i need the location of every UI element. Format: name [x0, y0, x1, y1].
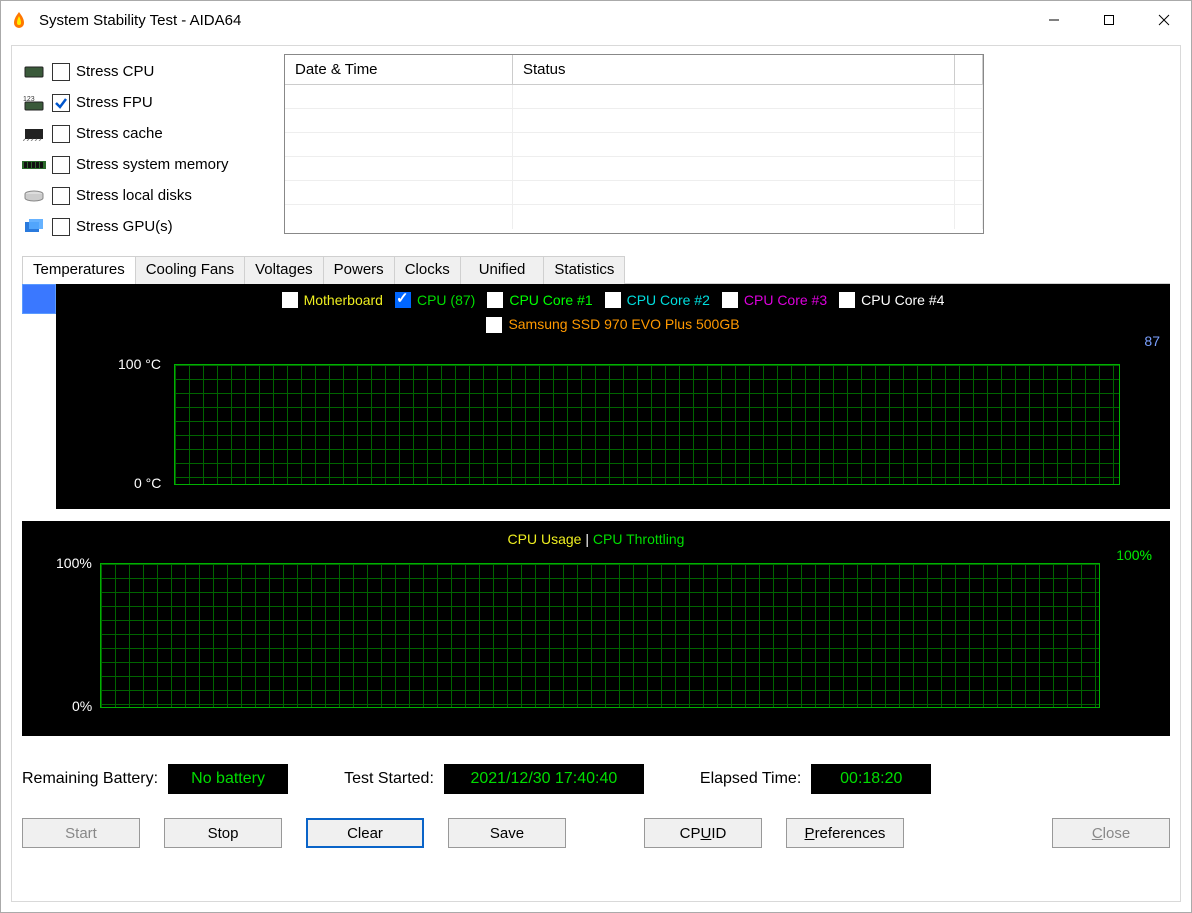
titlebar: System Stability Test - AIDA64: [1, 1, 1191, 39]
table-row: [285, 157, 983, 181]
stress-mem-checkbox[interactable]: [52, 156, 70, 174]
usage-rbot: 0%: [1132, 547, 1152, 563]
stress-mem-label: Stress system memory: [76, 156, 229, 173]
top-area: Stress CPU 123 Stress FPU Stress cache S…: [22, 54, 1170, 242]
app-icon: [9, 10, 29, 30]
battery-label: Remaining Battery:: [22, 770, 158, 788]
stress-mem-row: Stress system memory: [22, 149, 272, 180]
battery-value: No battery: [168, 764, 288, 794]
tab-temperatures[interactable]: Temperatures: [22, 256, 136, 284]
legend-core3[interactable]: CPU Core #3: [722, 292, 827, 308]
window-title: System Stability Test - AIDA64: [39, 12, 241, 29]
legend-motherboard[interactable]: Motherboard: [282, 292, 383, 308]
stress-cpu-label: Stress CPU: [76, 63, 154, 80]
start-button[interactable]: Start: [22, 818, 140, 848]
usage-ytop: 100%: [56, 555, 92, 571]
stress-cpu-checkbox[interactable]: [52, 63, 70, 81]
col-status-header[interactable]: Status: [513, 55, 955, 85]
usage-ybot: 0%: [72, 698, 92, 714]
stress-options: Stress CPU 123 Stress FPU Stress cache S…: [22, 54, 272, 242]
stress-cache-label: Stress cache: [76, 125, 163, 142]
minimize-button[interactable]: [1026, 1, 1081, 39]
sensor-selector-strip[interactable]: [22, 284, 56, 509]
preferences-button[interactable]: Preferences: [786, 818, 904, 848]
stress-cpu-row: Stress CPU: [22, 56, 272, 87]
status-row: Remaining Battery: No battery Test Start…: [22, 764, 1170, 794]
col-date-header[interactable]: Date & Time: [285, 55, 513, 85]
usage-chart: CPU Usage | CPU Throttling 100% 0% 100% …: [22, 521, 1170, 736]
log-body: [285, 85, 983, 229]
legend-core1[interactable]: CPU Core #1: [487, 292, 592, 308]
elapsed-value: 00:18:20: [811, 764, 931, 794]
tab-unified[interactable]: Unified: [460, 256, 545, 284]
legend-ssd[interactable]: Samsung SSD 970 EVO Plus 500GB: [56, 316, 1170, 333]
temp-ytop: 100 °C: [118, 356, 161, 372]
log-header: Date & Time Status: [285, 55, 983, 85]
started-label: Test Started:: [344, 770, 434, 788]
tab-clocks[interactable]: Clocks: [394, 256, 461, 284]
table-row: [285, 109, 983, 133]
legend-core2[interactable]: CPU Core #2: [605, 292, 710, 308]
stress-disk-label: Stress local disks: [76, 187, 192, 204]
temp-ybot: 0 °C: [134, 475, 161, 491]
temp-legend: Motherboard CPU (87) CPU Core #1 CPU Cor…: [56, 284, 1170, 308]
log-table: Date & Time Status: [284, 54, 984, 234]
cpuid-button[interactable]: CPUID: [644, 818, 762, 848]
tab-statistics[interactable]: Statistics: [543, 256, 625, 284]
gpu-icon: [22, 217, 46, 237]
table-row: [285, 181, 983, 205]
started-value: 2021/12/30 17:40:40: [444, 764, 644, 794]
cache-chip-icon: [22, 124, 46, 144]
col-spacer: [955, 55, 983, 85]
table-row: [285, 133, 983, 157]
legend-core4[interactable]: CPU Core #4: [839, 292, 944, 308]
usage-legend: CPU Usage | CPU Throttling: [22, 521, 1170, 547]
stress-fpu-label: Stress FPU: [76, 94, 153, 111]
fpu-chip-icon: 123: [22, 93, 46, 113]
temp-right-val: 87: [1144, 333, 1160, 349]
elapsed-label: Elapsed Time:: [700, 770, 801, 788]
temp-chart-row: Motherboard CPU (87) CPU Core #1 CPU Cor…: [22, 284, 1170, 509]
maximize-button[interactable]: [1081, 1, 1136, 39]
tab-cooling-fans[interactable]: Cooling Fans: [135, 256, 245, 284]
sensor-selected-segment[interactable]: [22, 284, 56, 314]
clear-button[interactable]: Clear: [306, 818, 424, 848]
temp-grid: [174, 364, 1120, 485]
table-row: [285, 205, 983, 229]
tab-powers[interactable]: Powers: [323, 256, 395, 284]
stress-disk-checkbox[interactable]: [52, 187, 70, 205]
usage-grid: [100, 563, 1100, 708]
window: System Stability Test - AIDA64 Stress CP…: [0, 0, 1192, 913]
stress-fpu-row: 123 Stress FPU: [22, 87, 272, 118]
stress-gpu-label: Stress GPU(s): [76, 218, 173, 235]
tab-voltages[interactable]: Voltages: [244, 256, 324, 284]
disk-icon: [22, 186, 46, 206]
memory-icon: [22, 155, 46, 175]
close-button[interactable]: Close: [1052, 818, 1170, 848]
legend-cpu[interactable]: CPU (87): [395, 292, 475, 308]
temperature-chart: Motherboard CPU (87) CPU Core #1 CPU Cor…: [56, 284, 1170, 509]
cpu-chip-icon: [22, 62, 46, 82]
stress-gpu-row: Stress GPU(s): [22, 211, 272, 242]
tab-bar: Temperatures Cooling Fans Voltages Power…: [22, 256, 1170, 284]
close-window-button[interactable]: [1136, 1, 1191, 39]
content-frame: Stress CPU 123 Stress FPU Stress cache S…: [11, 45, 1181, 902]
stress-gpu-checkbox[interactable]: [52, 218, 70, 236]
stress-disk-row: Stress local disks: [22, 180, 272, 211]
stress-cache-checkbox[interactable]: [52, 125, 70, 143]
stop-button[interactable]: Stop: [164, 818, 282, 848]
button-row: Start Stop Clear Save CPUID Preferences …: [22, 818, 1170, 848]
stress-cache-row: Stress cache: [22, 118, 272, 149]
table-row: [285, 85, 983, 109]
save-button[interactable]: Save: [448, 818, 566, 848]
stress-fpu-checkbox[interactable]: [52, 94, 70, 112]
